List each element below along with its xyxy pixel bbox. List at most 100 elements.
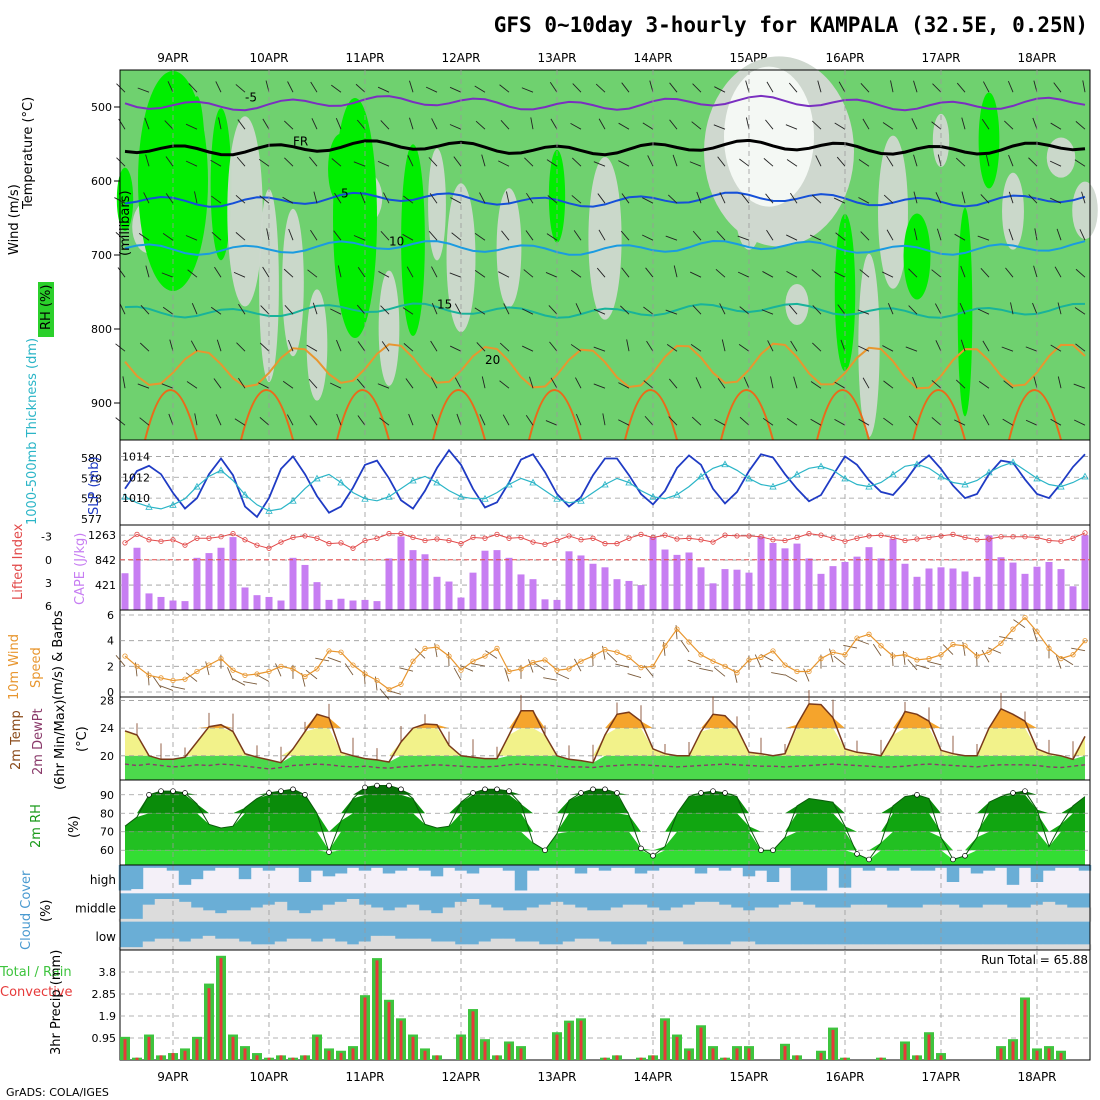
precip-convective-bar bbox=[615, 1055, 619, 1060]
bottom-date-label: 18APR bbox=[1017, 1070, 1056, 1084]
rh-marker bbox=[590, 786, 596, 792]
cape-bar bbox=[589, 563, 597, 610]
wind-barb bbox=[550, 118, 558, 130]
cloud-high-bar bbox=[310, 865, 324, 871]
wind-barb bbox=[1028, 194, 1038, 204]
wind-barb bbox=[714, 419, 726, 426]
panel-frame bbox=[119, 949, 1091, 1061]
wind-barb bbox=[137, 383, 150, 389]
wind-speed-marker bbox=[830, 649, 836, 655]
wind-barb bbox=[770, 376, 774, 389]
cloud-high-bar bbox=[790, 865, 804, 891]
pressure-tick-label: 600 bbox=[91, 175, 112, 188]
wind-barb bbox=[357, 341, 366, 352]
wind-speed-marker bbox=[398, 681, 404, 687]
precip-convective-bar bbox=[639, 1057, 643, 1060]
cloud-gap-bar bbox=[778, 904, 792, 922]
li-marker bbox=[350, 545, 356, 551]
isotherm-line bbox=[124, 302, 1086, 319]
wind-speed-marker bbox=[698, 652, 704, 658]
li-marker bbox=[638, 531, 644, 537]
cloud-gap-bar bbox=[190, 938, 204, 950]
wind-speed-marker bbox=[482, 653, 488, 659]
wind-barb bbox=[506, 191, 510, 204]
wind-barb bbox=[913, 228, 918, 241]
wind-speed-marker bbox=[614, 649, 620, 655]
thickness-marker bbox=[985, 468, 993, 476]
wind-speed-marker bbox=[1034, 629, 1040, 635]
temp-axis-label-c: (6hr Min/Max) bbox=[53, 700, 68, 790]
thickness-marker bbox=[241, 490, 249, 498]
cloud-gap-bar bbox=[322, 938, 336, 950]
wind-barb bbox=[215, 81, 222, 93]
cloud-high-bar bbox=[574, 865, 588, 874]
surface-wind-barb bbox=[171, 685, 186, 690]
cloud-gap-bar bbox=[850, 904, 864, 922]
li-marker bbox=[290, 534, 296, 541]
wind-barb bbox=[287, 339, 294, 352]
cloud-gap-bar bbox=[250, 907, 264, 922]
wind-barb bbox=[186, 381, 198, 389]
thickness-marker bbox=[961, 480, 969, 488]
cloud-level-label: high bbox=[90, 873, 116, 887]
wind-barb bbox=[1049, 197, 1062, 204]
wind-barb bbox=[258, 382, 270, 389]
wind-barb bbox=[185, 123, 198, 130]
cloud-gap-bar bbox=[814, 944, 828, 950]
li-marker bbox=[206, 535, 212, 541]
wind-barb bbox=[138, 232, 150, 241]
precip-convective-bar bbox=[279, 1055, 283, 1060]
wind-barb bbox=[954, 233, 966, 241]
wind-barb bbox=[1050, 344, 1062, 352]
wind-barb bbox=[185, 235, 198, 241]
slp-tick-label: 1012 bbox=[122, 471, 150, 484]
wind-barb bbox=[738, 344, 750, 352]
cloud-high-bar bbox=[394, 865, 408, 871]
li-marker bbox=[782, 537, 788, 544]
wind-tick-label: 6 bbox=[107, 609, 114, 622]
wind-barb bbox=[380, 305, 390, 315]
li-marker bbox=[230, 531, 236, 537]
cloud-gap-bar bbox=[910, 944, 924, 950]
cloud-gap-bar bbox=[670, 907, 684, 922]
wind-barb bbox=[283, 120, 294, 130]
wind-barb bbox=[593, 308, 606, 315]
cloud-gap-bar bbox=[430, 941, 444, 950]
wind-barb bbox=[431, 118, 438, 130]
cloud-gap-bar bbox=[430, 913, 444, 922]
wind-barb bbox=[689, 161, 702, 167]
li-marker bbox=[722, 532, 728, 538]
cape-bar bbox=[1045, 561, 1053, 610]
wind-speed-line bbox=[124, 616, 1086, 691]
wind-barb bbox=[858, 197, 870, 204]
wind-barb bbox=[862, 118, 870, 130]
wind-barb bbox=[236, 342, 246, 352]
li-marker bbox=[758, 534, 764, 540]
cloud-high-bar bbox=[178, 865, 192, 885]
wind-barb bbox=[119, 303, 126, 315]
wind-barb bbox=[721, 339, 726, 352]
wind-barb bbox=[745, 117, 750, 130]
wind-barb bbox=[1010, 302, 1014, 315]
wind-barb bbox=[575, 377, 582, 389]
thickness-marker bbox=[1057, 482, 1065, 490]
cape-bar bbox=[169, 600, 177, 610]
thickness-marker bbox=[601, 480, 609, 488]
chart-title: GFS 0~10day 3-hourly for KAMPALA (32.5E,… bbox=[494, 13, 1088, 37]
thickness-marker bbox=[289, 496, 297, 504]
thickness-marker bbox=[913, 460, 921, 468]
cloud-gap-bar bbox=[874, 904, 888, 922]
rh-very-dry-patch bbox=[724, 66, 814, 207]
surface-wind-barb bbox=[453, 667, 462, 681]
wind-barb bbox=[840, 339, 846, 352]
wind-speed-marker bbox=[878, 643, 884, 649]
wind-barb bbox=[406, 266, 414, 278]
wind-barb bbox=[525, 230, 534, 241]
wind-barb bbox=[810, 418, 822, 426]
cloud-gap-bar bbox=[682, 904, 696, 922]
cloud-high-bar bbox=[994, 865, 1008, 868]
precip-convective-bar bbox=[195, 1039, 199, 1060]
wind-barb bbox=[287, 81, 294, 93]
li-marker bbox=[578, 537, 584, 543]
wind-speed-marker bbox=[1010, 626, 1016, 632]
